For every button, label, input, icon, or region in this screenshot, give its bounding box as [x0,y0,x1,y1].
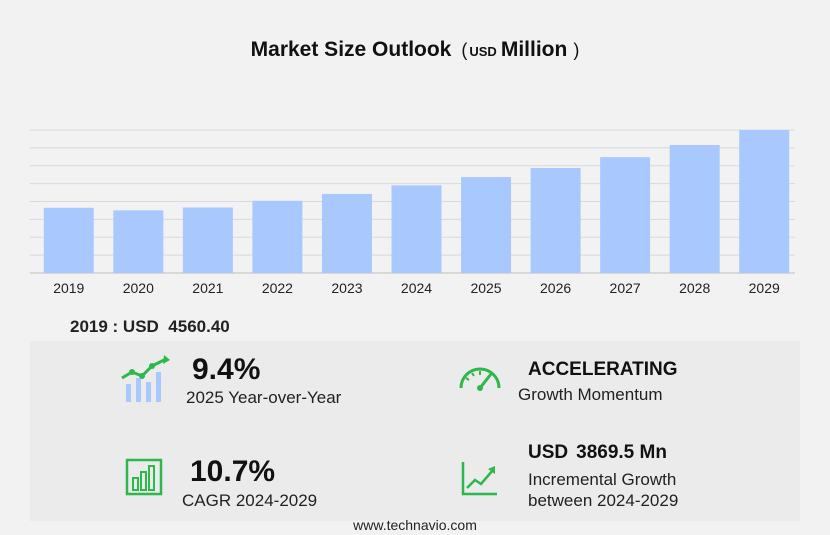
stats-panel [30,341,800,521]
cagr-value: 10.7% [190,455,276,488]
base-year-label: 2019 : USD [70,317,159,336]
x-tick-label-2025: 2025 [470,280,501,296]
x-tick-label-2027: 2027 [610,280,641,296]
incremental-unit: USD [528,442,569,463]
stat-cagr: 10.7% CAGR 2024-2029 [182,455,317,511]
incremental-value: USD 3869.5 Mn [528,441,678,465]
title-unit: Million [500,38,568,61]
trend-line-icon [461,462,497,496]
chart-title: Market Size Outlook (USD Million) [0,38,830,62]
bar-2028 [669,145,720,273]
x-tick-label-2026: 2026 [540,280,571,296]
bar-2023 [321,193,372,273]
x-tick-label-2023: 2023 [331,280,362,296]
bar-2020 [113,210,164,273]
x-tick-label-2024: 2024 [401,280,432,296]
x-tick-label-2019: 2019 [53,280,84,296]
momentum-value: ACCELERATING [528,359,678,380]
incremental-label-2: between 2024-2029 [528,491,679,510]
growth-chart-icon [121,355,170,402]
bar-2024 [391,185,442,273]
bar-2022 [252,200,303,273]
incremental-amount: 3869.5 Mn [576,442,667,463]
momentum-label: Growth Momentum [518,385,663,404]
bar-2027 [600,157,651,273]
stat-momentum: ACCELERATING Growth Momentum [518,358,678,405]
x-tick-label-2029: 2029 [749,280,780,296]
cagr-label: CAGR 2024-2029 [182,491,318,510]
bar-2019 [43,207,94,273]
bar-2021 [182,207,233,273]
footer-url: www.technavio.com [353,517,477,533]
x-tick-label-2020: 2020 [123,280,154,296]
yoy-label: 2025 Year-over-Year [186,388,342,407]
incremental-label-1: Incremental Growth [528,470,677,489]
bar-2029 [739,130,790,273]
bar-2026 [530,168,581,273]
bar-2025 [461,177,512,273]
base-year-value: 2019 : USD 4560.40 [70,317,230,337]
x-tick-label-2022: 2022 [262,280,293,296]
speedometer-icon [459,367,501,391]
title-close-paren: ) [573,40,580,60]
base-year-amount: 4560.40 [168,317,230,336]
bar-chart-icon [125,458,163,496]
title-unit-prefix: USD [469,44,497,59]
title-main: Market Size Outlook [250,38,452,61]
stat-incremental: USD 3869.5 Mn Incremental Growth between … [528,441,678,511]
x-tick-label-2028: 2028 [679,280,710,296]
stat-yoy: 9.4% 2025 Year-over-Year [186,353,341,408]
yoy-value: 9.4% [192,353,261,386]
x-tick-label-2021: 2021 [192,280,223,296]
title-open-paren: ( [461,40,468,60]
bar-chart: 2019 2020 2021 2022 2023 2024 2025 2026 2027 2028… [30,129,795,296]
